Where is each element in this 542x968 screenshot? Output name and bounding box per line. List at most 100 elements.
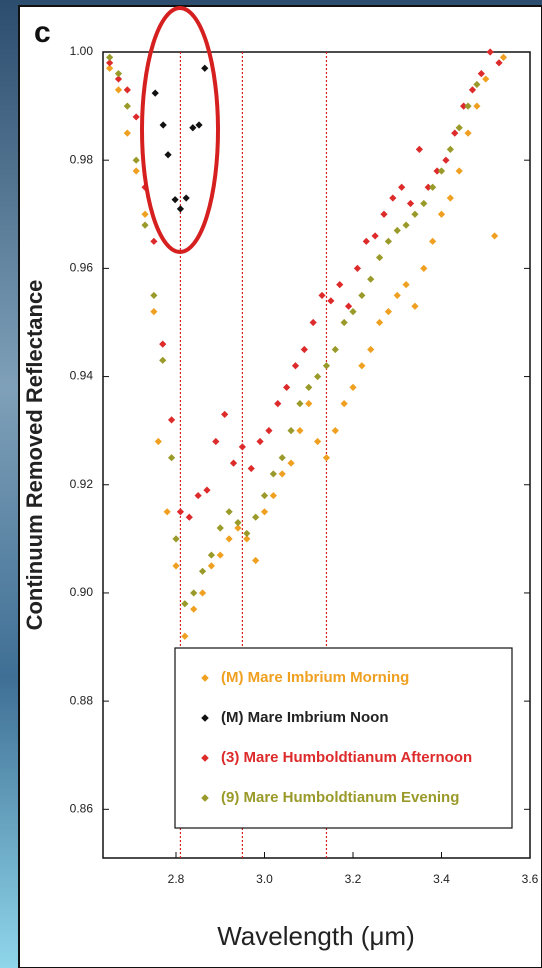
data-point — [371, 232, 379, 240]
data-point — [106, 64, 114, 72]
data-point — [176, 205, 185, 213]
data-point — [495, 59, 503, 67]
data-point — [207, 562, 216, 570]
data-point — [150, 308, 158, 316]
data-point — [349, 383, 357, 391]
data-point — [309, 318, 317, 327]
data-point — [437, 167, 446, 175]
data-point — [375, 318, 384, 327]
data-point — [353, 264, 362, 272]
data-point — [358, 362, 366, 370]
y-axis-label: Continuum Removed Reflectance — [22, 280, 47, 631]
data-point — [247, 464, 255, 473]
data-point — [221, 410, 229, 419]
data-point — [216, 551, 224, 559]
legend-marker — [201, 674, 209, 682]
y-tick-label: 0.92 — [70, 477, 94, 491]
data-point — [171, 196, 179, 204]
data-point — [482, 75, 490, 83]
data-point — [274, 400, 282, 408]
x-tick-label: 3.6 — [522, 872, 539, 886]
data-point — [141, 210, 149, 218]
data-point — [442, 156, 450, 164]
data-point — [460, 102, 468, 110]
data-point — [182, 194, 190, 202]
y-tick-label: 1.00 — [70, 44, 94, 58]
data-point — [185, 513, 193, 521]
data-point — [260, 508, 269, 516]
data-point — [132, 167, 140, 175]
data-point — [269, 491, 277, 500]
data-point — [429, 183, 437, 191]
data-point — [172, 562, 180, 570]
legend-marker — [201, 714, 209, 722]
data-point — [464, 129, 472, 137]
data-point — [260, 491, 269, 500]
data-point — [398, 183, 406, 191]
data-point — [349, 308, 357, 316]
y-tick-label: 0.90 — [70, 585, 94, 599]
data-point — [296, 400, 304, 408]
data-point — [283, 383, 291, 391]
data-point — [406, 199, 415, 208]
data-point — [318, 291, 326, 300]
data-point — [216, 524, 224, 532]
data-point — [132, 156, 140, 164]
data-point — [455, 167, 463, 175]
data-point — [234, 524, 242, 532]
data-point — [203, 486, 211, 494]
data-point — [446, 194, 454, 202]
data-point — [446, 145, 454, 153]
data-point — [327, 297, 335, 305]
data-point — [287, 459, 295, 467]
data-point — [336, 281, 344, 289]
data-point — [411, 210, 419, 218]
data-point — [473, 102, 481, 110]
data-point — [278, 470, 286, 478]
legend-label: (3) Mare Humboldtianum Afternoon — [221, 749, 472, 766]
data-point — [415, 145, 423, 153]
legend-label: (M) Mare Imbrium Morning — [221, 669, 409, 686]
data-point — [296, 427, 304, 435]
data-point — [190, 589, 198, 597]
data-point — [106, 59, 114, 67]
data-point — [198, 567, 207, 575]
data-point — [331, 427, 339, 435]
data-point — [243, 529, 251, 538]
data-point — [473, 80, 481, 89]
data-point — [362, 237, 370, 245]
x-tick-label: 3.0 — [256, 872, 273, 886]
data-point — [393, 291, 401, 300]
data-point — [159, 340, 167, 348]
data-point — [424, 183, 432, 191]
data-point — [207, 551, 216, 559]
plot-area: 1.00 0.98 0.96 0.94 0.92 0.90 0.88 0.86 2.8 3.0 3.… — [70, 6, 539, 886]
data-point — [114, 86, 123, 94]
data-point — [411, 302, 419, 310]
y-tick-label: 0.94 — [70, 369, 94, 383]
y-tick-label: 0.86 — [70, 801, 94, 815]
data-point — [429, 237, 437, 245]
data-point — [167, 454, 176, 462]
data-point — [340, 318, 348, 327]
data-point — [402, 221, 410, 229]
data-point — [331, 345, 339, 354]
data-point — [389, 194, 397, 202]
y-tick-label: 0.88 — [70, 693, 94, 707]
data-point — [212, 437, 220, 446]
data-point — [190, 605, 198, 613]
data-point — [358, 291, 366, 300]
data-point — [114, 70, 123, 78]
data-point — [393, 226, 401, 235]
data-point — [455, 124, 463, 132]
data-point — [164, 151, 172, 159]
data-point — [234, 519, 242, 527]
data-point — [314, 437, 322, 446]
data-point — [451, 129, 459, 137]
data-point — [291, 362, 300, 370]
data-point — [163, 508, 171, 516]
data-point — [433, 167, 441, 175]
data-point — [265, 427, 273, 435]
data-point — [151, 89, 159, 97]
data-point — [106, 53, 114, 62]
